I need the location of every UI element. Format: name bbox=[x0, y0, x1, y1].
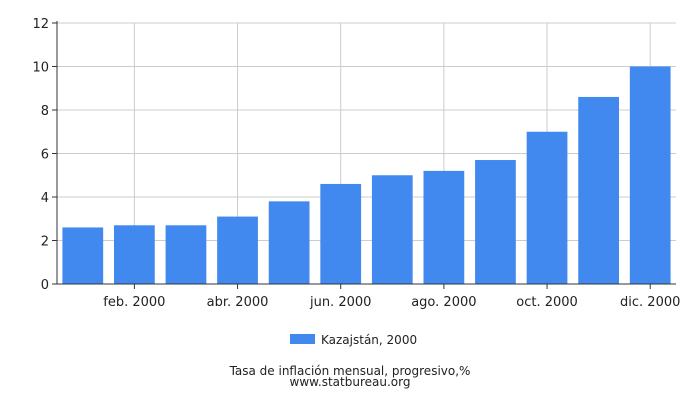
y-tick-label: 6 bbox=[41, 148, 49, 163]
bar bbox=[217, 216, 258, 284]
y-axis-ticks: 0 2 4 6 8 10 12 bbox=[32, 17, 57, 293]
y-tick-label: 10 bbox=[32, 61, 49, 76]
y-tick-label: 12 bbox=[32, 17, 49, 32]
bar bbox=[165, 225, 207, 284]
x-tick-label: jun. 2000 bbox=[309, 295, 371, 310]
bar bbox=[423, 170, 465, 284]
x-tick-label: ago. 2000 bbox=[411, 295, 476, 310]
bar bbox=[526, 131, 568, 284]
legend-label: Kazajstán, 2000 bbox=[321, 333, 417, 347]
x-tick-label: abr. 2000 bbox=[207, 295, 269, 310]
y-tick-label: 2 bbox=[41, 235, 49, 250]
bar bbox=[62, 227, 104, 284]
y-tick-label: 8 bbox=[41, 104, 49, 119]
source-url: www.statbureau.org bbox=[290, 375, 411, 389]
bar bbox=[113, 225, 155, 284]
x-tick-label: oct. 2000 bbox=[516, 295, 578, 310]
x-axis-ticks: feb. 2000 abr. 2000 jun. 2000 ago. 2000 oct.… bbox=[103, 284, 680, 310]
bar bbox=[371, 175, 413, 284]
bar bbox=[268, 201, 310, 284]
bars bbox=[62, 66, 671, 284]
y-tick-label: 0 bbox=[41, 278, 49, 293]
bar bbox=[475, 160, 516, 284]
legend: Kazajstán, 2000 bbox=[290, 333, 417, 347]
x-tick-label: feb. 2000 bbox=[103, 295, 165, 310]
y-tick-label: 4 bbox=[41, 191, 49, 206]
bar bbox=[629, 66, 671, 284]
bar bbox=[578, 96, 620, 284]
legend-swatch bbox=[290, 334, 315, 344]
x-tick-label: dic. 2000 bbox=[620, 295, 680, 310]
bar bbox=[320, 183, 362, 284]
chart-title: Tasa de inflación mensual, progresivo,% bbox=[229, 364, 471, 378]
